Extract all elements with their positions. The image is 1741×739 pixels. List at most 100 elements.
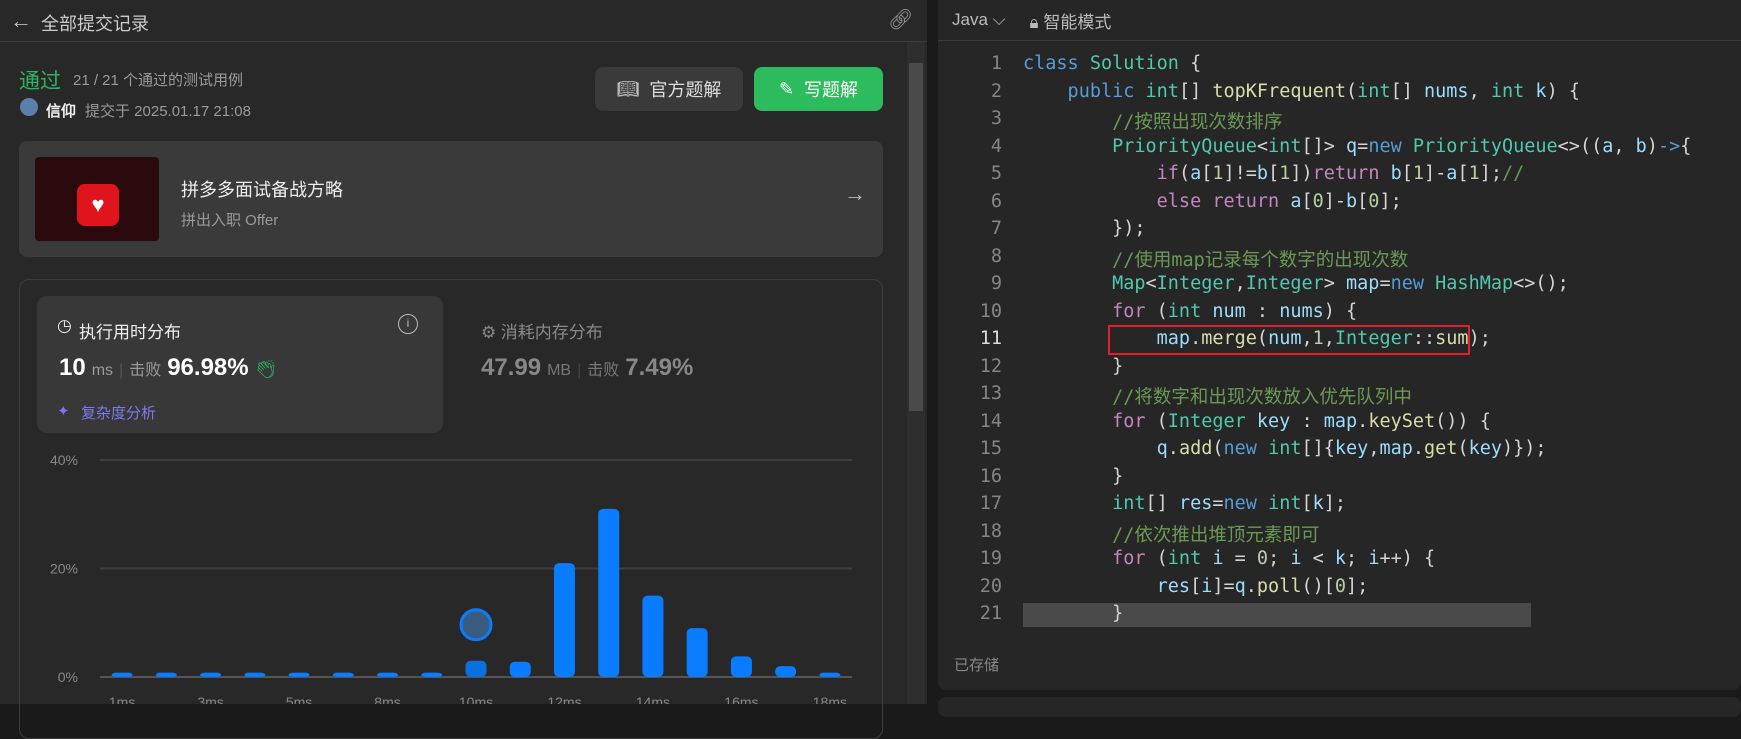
bar — [155, 672, 177, 677]
console-panel[interactable] — [938, 697, 1741, 717]
language-label: Java — [952, 10, 988, 29]
code-token: res — [1023, 575, 1191, 597]
code-token: [ — [1401, 163, 1413, 184]
code-token: nums — [1279, 300, 1324, 322]
code-token: b — [1390, 163, 1402, 184]
status-badge: 通过 — [19, 70, 61, 93]
code-token: 1 — [1212, 163, 1224, 184]
line-number: 21 — [979, 603, 1002, 624]
y-tick-label: 40% — [50, 452, 78, 468]
code-line[interactable]: //将数字和出现次数放入优先队列中 — [1023, 383, 1412, 409]
code-token: merge — [1201, 328, 1257, 349]
code-token: topKFrequent — [1212, 80, 1347, 102]
code-line[interactable]: //按照出现次数排序 — [1023, 108, 1282, 134]
write-solution-label: 写题解 — [804, 80, 859, 100]
smart-mode[interactable]: 🔒︎ 智能模式 — [1030, 8, 1112, 33]
bar — [553, 563, 575, 677]
code-token: a — [1290, 190, 1302, 212]
code-line[interactable]: res[i]=q.poll()[0]; — [1023, 575, 1369, 597]
code-line[interactable]: } — [1023, 466, 1123, 487]
link-icon[interactable]: 🔗︎ — [888, 9, 914, 31]
official-solution-button[interactable]: 📖︎ 官方题解 — [595, 67, 743, 111]
code-token: 0 — [1312, 190, 1324, 212]
code-token: PriorityQueue — [1412, 135, 1558, 157]
x-tick-label: 1ms — [109, 694, 135, 704]
code-token: q — [1023, 438, 1168, 459]
username[interactable]: 信仰 — [46, 103, 77, 120]
code-line[interactable]: } — [1023, 356, 1123, 377]
code-line[interactable]: public int[] topKFrequent(int[] nums, in… — [1023, 81, 1580, 102]
code-token: b — [1635, 135, 1647, 157]
code-token: ++) { — [1379, 548, 1436, 569]
x-tick-label: 14ms — [636, 694, 670, 704]
code-line[interactable]: for (int i = 0; i < k; i++) { — [1023, 548, 1435, 569]
code-line[interactable]: Map<Integer,Integer> map=new HashMap<>()… — [1023, 273, 1569, 294]
code-token: ()) { — [1435, 410, 1491, 432]
submission-panel: ← 全部提交记录 🔗︎ 通过 21 / 21 个通过的测试用例 信仰 提交于 2… — [0, 0, 927, 739]
line-number: 15 — [979, 438, 1002, 459]
runtime-title: 执行用时分布 — [79, 323, 181, 342]
code-token: ( — [1156, 548, 1168, 569]
line-number: 14 — [979, 410, 1002, 432]
code-token: for — [1023, 548, 1157, 569]
code-token: . — [1190, 328, 1202, 349]
code-token: ()[ — [1301, 575, 1335, 597]
line-number: 17 — [979, 493, 1002, 514]
y-tick-label: 20% — [50, 561, 78, 577]
panel-resize-handle[interactable] — [927, 0, 938, 704]
code-token: [ — [1201, 163, 1213, 184]
code-line[interactable]: }); — [1023, 218, 1145, 239]
code-token: ) { — [1323, 300, 1358, 322]
code-line[interactable]: int[] res=new int[k]; — [1023, 493, 1346, 514]
promo-banner[interactable]: ♥ 拼多多面试备战方略 拼出入职 Offer → — [19, 141, 883, 257]
bar — [111, 672, 133, 677]
code-line[interactable]: q.add(new int[]{key,map.get(key)}); — [1023, 438, 1547, 459]
code-token: int — [1268, 493, 1302, 514]
info-icon[interactable]: i — [398, 314, 418, 334]
runtime-values: 10 ms | 击败 96.98% 👏︎ — [59, 354, 278, 381]
bar — [244, 672, 266, 677]
avatar[interactable] — [20, 98, 38, 116]
bar — [288, 672, 310, 677]
code-token: map — [1023, 328, 1191, 349]
line-number: 9 — [990, 273, 1002, 294]
runtime-value: 10 — [59, 354, 86, 381]
code-token: } — [1023, 603, 1124, 624]
code-token: } — [1023, 465, 1124, 487]
line-number: 7 — [990, 218, 1002, 239]
code-area[interactable]: 1 class Solution {2 public int[] topKFreq… — [938, 53, 1741, 643]
save-status: 已存储 — [954, 657, 1000, 674]
code-line[interactable]: //使用map记录每个数字的出现次数 — [1023, 246, 1408, 272]
code-token: 1 — [1279, 163, 1291, 184]
code-line[interactable]: for (int num : nums) { — [1023, 301, 1357, 322]
code-line[interactable]: else return a[0]-b[0]; — [1023, 191, 1402, 212]
scrollbar-thumb[interactable] — [909, 63, 923, 411]
lock-icon: 🔒︎ — [1029, 12, 1039, 32]
code-token: ( — [1156, 300, 1168, 322]
code-token: Integer — [1334, 328, 1413, 349]
code-token: < — [1145, 273, 1157, 294]
bar — [775, 666, 797, 677]
write-solution-button[interactable]: ✎ 写题解 — [754, 67, 883, 111]
code-line[interactable]: class Solution { — [1023, 53, 1201, 74]
code-editor[interactable]: Java ⌵ 🔒︎ 智能模式 1 class Solution {2 public… — [938, 0, 1741, 690]
code-token: , — [1613, 135, 1636, 157]
clap-icon: 👏︎ — [254, 359, 278, 379]
arrow-right-icon: → — [844, 181, 866, 206]
code-line[interactable]: //依次推出堆顶元素即可 — [1023, 521, 1319, 547]
memory-tab[interactable]: ⚙︎ 消耗内存分布 — [481, 318, 603, 343]
line-number: 8 — [990, 245, 1002, 267]
code-line[interactable]: PriorityQueue<int[]> q=new PriorityQueue… — [1023, 136, 1691, 157]
language-select[interactable]: Java ⌵ — [952, 10, 1006, 30]
back-arrow-icon[interactable]: ← — [10, 8, 32, 33]
code-line[interactable]: } — [1023, 603, 1123, 624]
code-token: key — [1334, 438, 1369, 459]
code-token: : — [1301, 410, 1324, 432]
runtime-card[interactable]: ◷ 执行用时分布 i 10 ms | 击败 96.98% 👏︎ ✦ 复杂度分析 — [37, 296, 443, 433]
code-token: 0 — [1256, 548, 1269, 569]
code-line[interactable]: for (Integer key : map.keySet()) { — [1023, 411, 1491, 432]
code-line[interactable]: map.merge(num,1,Integer::sum); — [1023, 328, 1491, 349]
code-line[interactable]: if(a[1]!=b[1])return b[1]-a[1];// — [1023, 163, 1525, 184]
mode-label: 智能模式 — [1043, 12, 1112, 32]
complexity-analysis-link[interactable]: 复杂度分析 — [81, 405, 157, 422]
